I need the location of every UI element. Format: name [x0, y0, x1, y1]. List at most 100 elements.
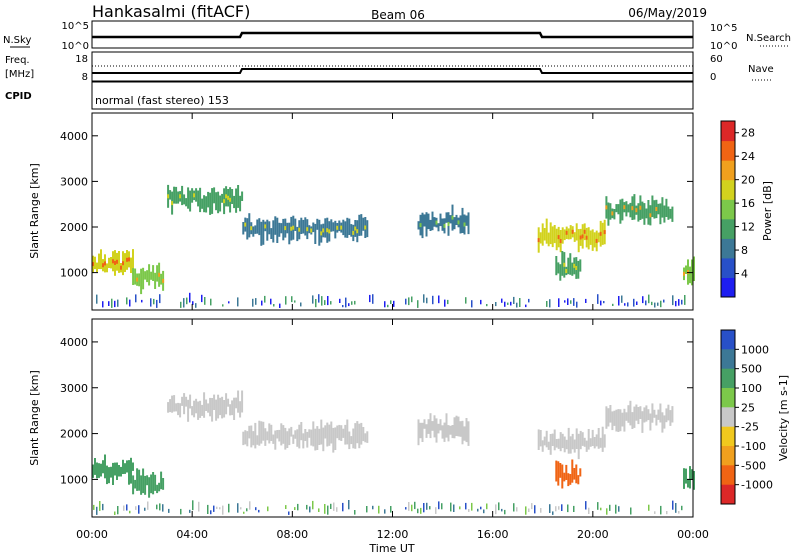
echo-cell	[146, 475, 149, 486]
power-colorbar-ticks: 4 8 12 16 20 24 28	[735, 127, 755, 281]
echo-cell	[126, 257, 128, 262]
echo-cell	[559, 432, 562, 452]
velocity-colorbar: 1000 500 100 25 -25 -100 -500 -1000 Velocity [m…	[720, 329, 790, 505]
speckle-cell	[219, 507, 221, 510]
echo-cell	[242, 222, 245, 235]
velocity-y-ticks: 1000 2000 3000 4000	[60, 319, 694, 517]
echo-cell	[449, 215, 452, 224]
speckle-cell	[444, 299, 446, 307]
echo-cell	[306, 227, 309, 232]
echo-cell	[304, 429, 307, 441]
echo-cell	[577, 229, 580, 253]
echo-cell	[364, 433, 367, 443]
speckle-cell	[93, 504, 95, 510]
speckle-cell	[585, 501, 587, 510]
echo-cell	[300, 422, 303, 441]
speckle-cell	[342, 502, 344, 512]
echo-cell	[260, 221, 263, 246]
echo-cell	[547, 232, 550, 247]
echo-cell	[256, 219, 259, 234]
echo-cell	[116, 259, 118, 264]
echo-cell	[651, 403, 654, 423]
speckle-cell	[297, 503, 299, 511]
echo-cell	[595, 238, 598, 243]
echo-cell	[156, 265, 159, 282]
speckle-cell	[495, 302, 497, 307]
speckle-cell	[96, 506, 98, 515]
near-range-speckle	[93, 500, 683, 515]
speckle-cell	[210, 298, 212, 306]
echo-cell	[262, 421, 265, 441]
echo-cell	[284, 427, 287, 450]
echo-cell	[150, 271, 153, 280]
speckle-cell	[468, 509, 470, 512]
echo-cell	[635, 404, 638, 421]
echo-cell	[124, 253, 126, 272]
echo-cell	[235, 188, 238, 213]
echo-cell	[577, 433, 580, 460]
echo-cell	[655, 414, 658, 426]
speckle-cell	[369, 294, 371, 303]
echo-cell	[300, 217, 303, 234]
speckle-cell	[450, 502, 452, 512]
speckle-cell	[471, 300, 473, 308]
echo-cell	[203, 195, 206, 213]
echo-cell	[225, 194, 228, 199]
echo-cell	[134, 268, 137, 285]
y-tick-label: 2000	[60, 221, 88, 234]
x-tick-label: 08:00	[276, 528, 308, 541]
echo-cell	[358, 214, 361, 236]
echo-cell	[128, 257, 130, 262]
velocity-colorbar-ticks: 1000 500 100 25 -25 -100 -500 -1000	[735, 343, 773, 492]
speckle-cell	[519, 298, 521, 307]
speckle-cell	[678, 299, 680, 306]
echo-cell	[239, 401, 242, 418]
echo-cell	[561, 251, 564, 276]
echo-cell	[465, 215, 468, 226]
speckle-cell	[663, 299, 665, 303]
echo-cell	[241, 390, 244, 413]
colorbar-swatch	[721, 330, 735, 350]
echo-cell	[621, 412, 624, 427]
echo-cell	[169, 190, 172, 200]
echo-cell	[350, 436, 353, 445]
echo-cell	[649, 413, 652, 431]
speckle-cell	[333, 502, 335, 511]
echo-cell	[244, 430, 247, 445]
echo-cell	[441, 425, 444, 439]
echo-cell	[617, 204, 620, 215]
echo-cell	[280, 223, 283, 234]
echo-cell	[569, 253, 572, 275]
echo-cell	[304, 217, 307, 236]
echo-cell	[334, 427, 337, 450]
speckle-cell	[129, 299, 131, 307]
speckle-cell	[159, 503, 161, 511]
cpid-label: CPID	[5, 91, 32, 102]
echo-cell	[292, 434, 295, 444]
speckle-cell	[570, 300, 572, 304]
echo-cell	[565, 464, 568, 480]
nave-tick-low: 0	[710, 72, 716, 83]
echo-cell	[591, 429, 594, 446]
echo-cell	[603, 230, 606, 235]
echo-cell	[421, 212, 424, 239]
speckle-cell	[480, 506, 482, 510]
colorbar-swatch	[721, 140, 735, 161]
echo-cell	[318, 219, 321, 246]
echo-cell	[431, 421, 434, 431]
echo-cell	[237, 185, 240, 208]
speckle-cell	[681, 299, 683, 305]
speckle-cell	[390, 300, 392, 304]
echo-cell	[209, 397, 212, 417]
echo-cell	[437, 223, 440, 232]
echo-cell	[417, 221, 420, 230]
echo-cell	[655, 207, 658, 211]
speckle-cell	[318, 294, 320, 303]
echo-cell	[342, 219, 345, 236]
echo-region	[537, 426, 606, 460]
echo-cell	[563, 229, 566, 241]
echo-cell	[605, 205, 608, 210]
speckle-cell	[513, 296, 515, 304]
nsky-label: N.Sky	[3, 35, 31, 46]
echo-cell	[342, 428, 345, 438]
